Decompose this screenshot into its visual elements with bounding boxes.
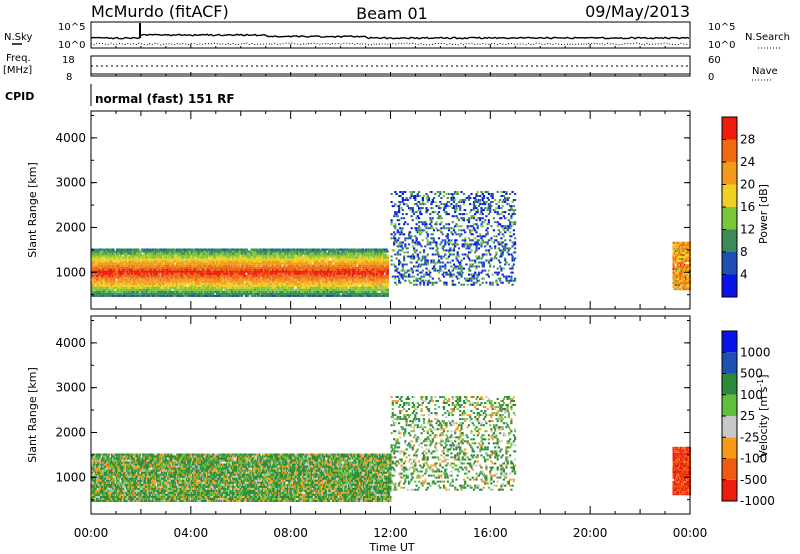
x-tick-label: 00:00: [74, 526, 109, 540]
freq-tick-bottom: 8: [66, 72, 72, 83]
colorbar-tick-label: 500: [740, 367, 763, 381]
colorbar-tick-label: 4: [740, 268, 748, 282]
freq-tick-top: 18: [62, 55, 75, 66]
colorbar-swatch: [722, 437, 737, 459]
data-region: [91, 248, 389, 297]
colorbar-swatch: [722, 139, 737, 162]
freq-label: Freq.: [6, 53, 31, 64]
power-colorbar: 4 8 12 16 20 24 28: [721, 116, 755, 298]
nave-tick-top: 60: [708, 55, 721, 66]
nave-label: Nave: [752, 66, 778, 77]
power-colorbar-label: Power [dB]: [757, 184, 770, 244]
colorbar-swatch: [722, 352, 737, 374]
colorbar-tick-label: 16: [740, 200, 755, 214]
colorbar-tick-label: 24: [740, 155, 755, 169]
colorbar-swatch: [722, 184, 737, 207]
data-region: [390, 191, 517, 286]
colorbar-tick-label: -500: [740, 473, 767, 487]
x-tick-label: 00:00: [673, 526, 708, 540]
station-title: McMurdo (fitACF): [91, 2, 229, 21]
colorbar-tick-label: 100: [740, 388, 763, 402]
sky-tick-top-right: 10^5: [708, 22, 735, 33]
nave-tick-bottom: 0: [708, 72, 714, 83]
freq-panel: Freq. [MHz] 18 8 60 0 Nave: [3, 53, 778, 83]
x-tick-label: 08:00: [273, 526, 308, 540]
data-region: [672, 241, 691, 291]
date-title: 09/May/2013: [585, 2, 690, 21]
velocity-ylabel: Slant Range [km]: [26, 367, 39, 463]
colorbar-tick-label: 25: [740, 409, 755, 423]
freq-unit-label: [MHz]: [3, 65, 32, 76]
data-region: [91, 453, 392, 502]
sky-tick-bottom-right: 10^0: [708, 40, 735, 51]
nsky-trace: [90, 23, 691, 76]
nsearch-label: N.Search: [745, 32, 790, 43]
y-tick-label: 1000: [55, 470, 86, 484]
y-tick-label: 2000: [55, 425, 86, 439]
colorbar-swatch: [722, 274, 737, 297]
colorbar-swatch: [722, 394, 737, 416]
colorbar-tick-label: 20: [740, 178, 755, 192]
colorbar-tick-label: -100: [740, 452, 767, 466]
colorbar-tick-label: 8: [740, 245, 748, 259]
power-data: [91, 191, 691, 297]
beam-title: Beam 01: [356, 4, 428, 23]
x-tick-label: 12:00: [373, 526, 408, 540]
power-panel: 1000 2000 3000 4000 Slant Range [km]: [26, 110, 691, 310]
y-tick-label: 2000: [55, 220, 86, 234]
colorbar-tick-label: -1000: [740, 494, 775, 508]
y-tick-label: 3000: [55, 381, 86, 395]
colorbar-swatch: [722, 373, 737, 395]
colorbar-tick-label: 28: [740, 133, 755, 147]
colorbar-swatch: [722, 479, 737, 501]
colorbar-swatch: [722, 416, 737, 438]
velocity-colorbar: 1000 500 100 25 -25 -100 -500 -1000: [721, 330, 775, 508]
x-tick-label: 04:00: [174, 526, 209, 540]
sky-tick-bottom-left: 10^0: [58, 40, 85, 51]
nsky-label: N.Sky: [4, 32, 32, 43]
colorbar-tick-label: 1000: [740, 345, 771, 359]
x-tick-label: 20:00: [573, 526, 608, 540]
colorbar-swatch: [722, 331, 737, 353]
y-tick-label: 4000: [55, 336, 86, 350]
velocity-colorbar-label: Velocity [m s-1]: [756, 374, 770, 457]
sky-panel: N.Sky 10^5 10^0 10^5 10^0 N.Search: [4, 21, 790, 76]
colorbar-swatch: [722, 458, 737, 480]
cpid-panel: CPID normal (fast) 151 RF: [5, 84, 235, 106]
cpid-label: CPID: [5, 90, 34, 103]
y-tick-label: 1000: [55, 265, 86, 279]
velocity-panel: 1000 2000 3000 4000 Slant Range [km]: [26, 315, 691, 515]
sky-tick-top-left: 10^5: [58, 22, 85, 33]
cpid-text: normal (fast) 151 RF: [95, 92, 235, 106]
y-tick-label: 3000: [55, 176, 86, 190]
data-region: [672, 446, 691, 496]
colorbar-swatch: [722, 117, 737, 140]
velocity-data: [91, 396, 691, 502]
xaxis-label: Time UT: [368, 541, 414, 554]
x-tick-label: 16:00: [473, 526, 508, 540]
colorbar-swatch: [722, 162, 737, 185]
colorbar-tick-label: 12: [740, 223, 755, 237]
data-region: [390, 396, 517, 491]
colorbar-swatch: [722, 207, 737, 230]
power-ylabel: Slant Range [km]: [26, 162, 39, 258]
colorbar-swatch: [722, 252, 737, 275]
colorbar-swatch: [722, 229, 737, 252]
time-axis-labels: 00:00 04:00 08:00 12:00 16:00 20:00 00:00: [74, 526, 708, 540]
y-tick-label: 4000: [55, 131, 86, 145]
colorbar-tick-label: -25: [740, 430, 760, 444]
